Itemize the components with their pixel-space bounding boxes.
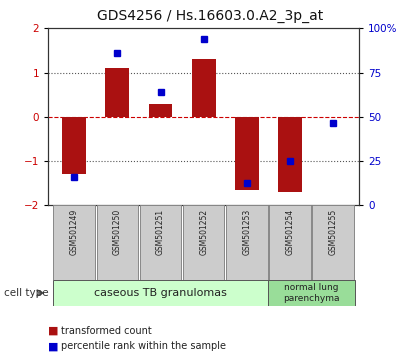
Text: GSM501251: GSM501251 (156, 209, 165, 255)
Text: GSM501255: GSM501255 (329, 209, 338, 255)
Bar (105, 68, 129, 117)
Bar (269, 205, 311, 280)
Bar (53, 205, 95, 280)
Bar (192, 59, 215, 117)
Text: GSM501254: GSM501254 (286, 209, 294, 255)
Bar (52, 280, 268, 306)
Text: caseous TB granulomas: caseous TB granulomas (94, 288, 227, 298)
Text: ■: ■ (48, 341, 59, 351)
Text: GSM501252: GSM501252 (199, 209, 208, 255)
Text: GSM501250: GSM501250 (113, 209, 122, 255)
Bar (312, 205, 354, 280)
Text: GDS4256 / Hs.16603.0.A2_3p_at: GDS4256 / Hs.16603.0.A2_3p_at (97, 9, 323, 23)
Text: cell type: cell type (4, 288, 49, 298)
Bar (149, 104, 172, 117)
Bar (226, 205, 268, 280)
Text: transformed count: transformed count (61, 326, 152, 336)
Text: GSM501249: GSM501249 (70, 209, 79, 255)
Bar (183, 205, 224, 280)
Bar (97, 205, 138, 280)
Bar (62, 117, 86, 175)
Bar (235, 117, 259, 190)
Text: normal lung
parenchyma: normal lung parenchyma (284, 283, 340, 303)
Text: percentile rank within the sample: percentile rank within the sample (61, 341, 226, 351)
Text: GSM501253: GSM501253 (242, 209, 251, 255)
Bar (140, 205, 181, 280)
Bar (278, 117, 302, 192)
Text: ■: ■ (48, 326, 59, 336)
Bar (268, 280, 355, 306)
